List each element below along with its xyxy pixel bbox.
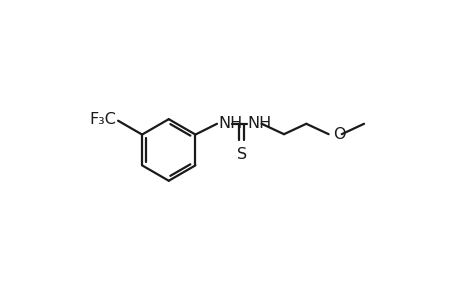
Text: NH: NH [218, 116, 242, 131]
Text: O: O [332, 127, 345, 142]
Text: S: S [236, 147, 246, 162]
Text: NH: NH [247, 116, 271, 131]
Text: F₃C: F₃C [89, 112, 116, 128]
